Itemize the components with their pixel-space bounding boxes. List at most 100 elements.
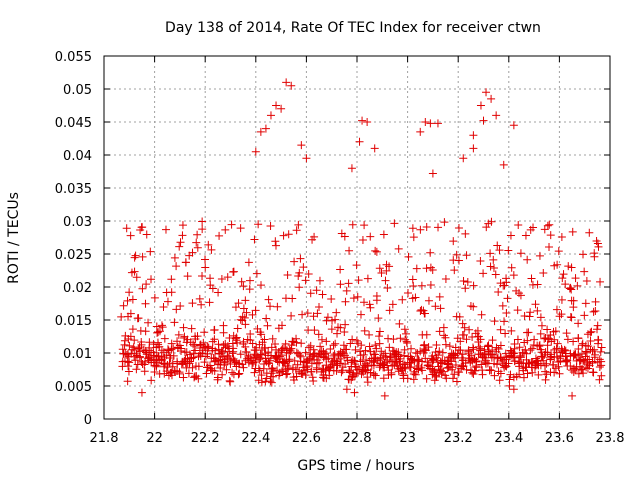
data-point	[141, 299, 150, 308]
data-point	[430, 376, 439, 385]
data-point	[370, 144, 379, 153]
data-point	[242, 347, 251, 356]
data-point	[358, 116, 367, 125]
y-tick-label: 0.005	[55, 380, 92, 395]
data-point	[530, 335, 539, 344]
data-point	[433, 119, 442, 128]
data-point	[400, 325, 409, 334]
data-point	[348, 335, 357, 344]
data-point	[385, 306, 394, 315]
data-point	[142, 230, 151, 239]
data-point	[123, 296, 132, 305]
data-point	[459, 330, 468, 339]
data-point	[349, 370, 358, 379]
data-point	[434, 223, 443, 232]
data-point	[294, 220, 303, 229]
data-point	[363, 118, 372, 126]
data-point	[495, 376, 504, 385]
data-point	[250, 235, 259, 244]
data-point	[467, 351, 476, 360]
data-point	[550, 368, 559, 377]
data-point	[189, 340, 198, 349]
data-point	[217, 274, 226, 283]
data-point	[155, 327, 164, 336]
data-point	[207, 245, 216, 254]
data-point	[297, 339, 306, 348]
data-point	[486, 249, 495, 258]
y-tick-label: 0.035	[55, 182, 92, 197]
data-point	[188, 363, 197, 372]
data-point	[460, 323, 469, 332]
data-point	[283, 369, 292, 378]
data-point	[455, 368, 464, 377]
y-tick-label: 0.025	[55, 248, 92, 263]
data-point	[579, 250, 588, 259]
data-point	[118, 345, 127, 354]
data-point	[515, 370, 524, 379]
data-point	[173, 337, 182, 346]
data-point	[352, 369, 361, 378]
data-point	[286, 347, 295, 356]
data-point	[494, 288, 503, 297]
data-point	[251, 147, 260, 156]
data-point	[342, 353, 351, 362]
data-point	[597, 361, 606, 370]
data-point	[340, 232, 349, 241]
x-tick-label: 22.2	[191, 431, 220, 446]
data-point	[556, 354, 565, 363]
data-point	[327, 325, 336, 334]
data-point	[193, 243, 202, 252]
data-point	[449, 237, 458, 246]
data-point	[426, 280, 435, 289]
data-point	[174, 330, 183, 339]
data-point	[128, 325, 137, 334]
data-point	[523, 336, 532, 345]
data-point	[341, 297, 350, 306]
data-point	[519, 373, 528, 382]
data-point	[577, 365, 586, 374]
data-point	[351, 345, 360, 354]
data-point	[222, 365, 231, 374]
data-point	[137, 337, 146, 346]
data-point	[130, 336, 139, 345]
data-point	[123, 357, 132, 366]
data-point	[536, 329, 545, 338]
data-point	[298, 310, 307, 319]
data-point	[241, 296, 250, 305]
data-point	[520, 311, 529, 320]
data-point	[231, 334, 240, 343]
data-point	[310, 232, 319, 241]
data-point	[315, 302, 323, 311]
data-point	[131, 356, 140, 365]
data-point	[529, 223, 538, 232]
data-point	[537, 321, 546, 330]
data-point	[559, 270, 568, 279]
data-point	[347, 375, 356, 384]
data-point	[200, 255, 209, 264]
data-point	[360, 298, 368, 307]
data-point	[396, 364, 405, 373]
data-point	[597, 343, 606, 352]
data-point	[454, 256, 463, 265]
data-point	[176, 301, 185, 310]
data-point	[521, 231, 530, 240]
data-point	[441, 340, 450, 349]
data-point	[278, 344, 287, 353]
data-point	[271, 241, 280, 250]
data-point	[400, 345, 409, 354]
data-point	[131, 251, 140, 260]
data-point	[287, 81, 296, 90]
data-point	[176, 238, 185, 247]
data-point	[484, 341, 493, 350]
data-point	[535, 342, 544, 351]
data-point	[579, 369, 588, 378]
data-point	[203, 349, 212, 358]
data-point	[363, 274, 372, 283]
data-point	[495, 246, 504, 255]
data-point	[371, 371, 380, 380]
data-point	[327, 295, 336, 304]
data-point	[478, 366, 487, 375]
data-point	[210, 325, 219, 334]
data-point	[310, 326, 319, 335]
data-point	[336, 265, 345, 274]
